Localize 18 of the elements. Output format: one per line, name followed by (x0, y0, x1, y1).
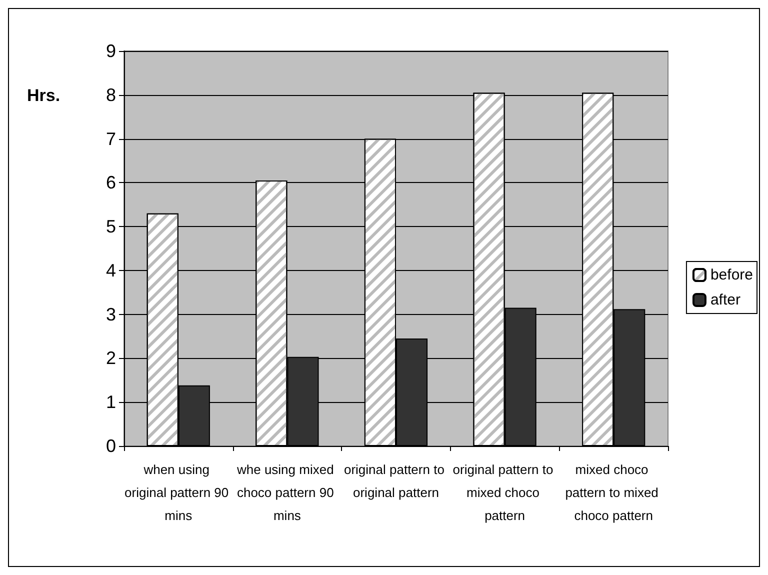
x-tick-label: original pattern to mixed choco pattern (452, 462, 557, 523)
x-tick-label: when using original pattern 90 mins (124, 462, 232, 523)
x-tick-label: mixed choco pattern to mixed choco pattern (565, 462, 662, 523)
y-tick-label: 6 (106, 172, 116, 193)
y-tick-label: 4 (106, 260, 116, 280)
y-tick-label: 2 (106, 348, 116, 368)
y-axis-title: Hrs. (27, 86, 60, 105)
legend-label: before (710, 266, 754, 284)
y-tick-label: 8 (106, 84, 116, 105)
y-tick-label: 7 (106, 128, 116, 149)
y-tick-label: 1 (106, 392, 116, 412)
y-tick-label: 9 (106, 41, 116, 61)
x-tick-label: whe using mixed choco pattern 90 mins (236, 462, 338, 523)
x-tick-label: original pattern to original pattern (344, 462, 448, 500)
y-tick-label: 5 (106, 216, 116, 237)
legend-label: after (710, 292, 740, 308)
y-tick-label: 3 (106, 304, 116, 324)
y-tick-label: 0 (106, 436, 116, 456)
